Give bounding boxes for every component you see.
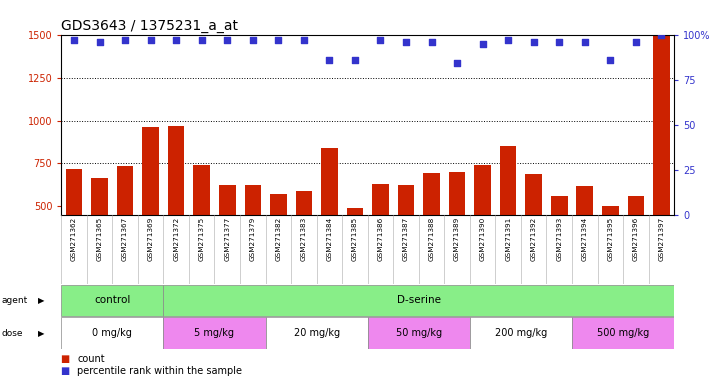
Bar bbox=[270, 194, 287, 292]
Text: 50 mg/kg: 50 mg/kg bbox=[396, 328, 442, 338]
Point bbox=[94, 39, 105, 45]
Point bbox=[451, 60, 463, 66]
Text: GSM271383: GSM271383 bbox=[301, 217, 307, 261]
Point bbox=[196, 37, 208, 43]
Point bbox=[579, 39, 590, 45]
Bar bbox=[577, 186, 593, 292]
Point bbox=[221, 37, 233, 43]
Text: ■: ■ bbox=[61, 354, 74, 364]
Text: GSM271396: GSM271396 bbox=[633, 217, 639, 261]
Bar bbox=[193, 165, 210, 292]
Text: count: count bbox=[77, 354, 105, 364]
Bar bbox=[627, 196, 644, 292]
Bar bbox=[244, 185, 261, 292]
Point bbox=[426, 39, 438, 45]
Bar bbox=[602, 207, 619, 292]
Bar bbox=[321, 148, 337, 292]
Bar bbox=[448, 172, 465, 292]
Bar bbox=[61, 318, 164, 349]
Text: GSM271375: GSM271375 bbox=[199, 217, 205, 261]
Bar bbox=[474, 165, 491, 292]
Bar bbox=[500, 146, 516, 292]
Text: GSM271362: GSM271362 bbox=[71, 217, 77, 261]
Text: GSM271367: GSM271367 bbox=[122, 217, 128, 261]
Point bbox=[349, 57, 360, 63]
Point bbox=[298, 37, 309, 43]
Point bbox=[170, 37, 182, 43]
Text: ▶: ▶ bbox=[37, 296, 44, 305]
Bar bbox=[470, 318, 572, 349]
Bar bbox=[551, 196, 567, 292]
Bar bbox=[296, 191, 312, 292]
Bar bbox=[66, 169, 82, 292]
Text: GSM271387: GSM271387 bbox=[403, 217, 409, 261]
Text: GSM271397: GSM271397 bbox=[658, 217, 664, 261]
Point bbox=[630, 39, 642, 45]
Bar bbox=[265, 318, 368, 349]
Bar bbox=[347, 208, 363, 292]
Bar bbox=[372, 184, 389, 292]
Text: GSM271389: GSM271389 bbox=[454, 217, 460, 261]
Text: control: control bbox=[94, 295, 131, 306]
Point bbox=[503, 37, 514, 43]
Text: percentile rank within the sample: percentile rank within the sample bbox=[77, 366, 242, 376]
Point bbox=[247, 37, 259, 43]
Point bbox=[477, 41, 488, 47]
Bar bbox=[142, 127, 159, 292]
Text: D-serine: D-serine bbox=[397, 295, 441, 306]
Text: GSM271388: GSM271388 bbox=[428, 217, 435, 261]
Text: 500 mg/kg: 500 mg/kg bbox=[597, 328, 649, 338]
Text: agent: agent bbox=[1, 296, 27, 305]
Bar bbox=[117, 166, 133, 292]
Bar bbox=[572, 318, 674, 349]
Bar bbox=[219, 185, 236, 292]
Text: GSM271393: GSM271393 bbox=[556, 217, 562, 261]
Bar bbox=[164, 318, 265, 349]
Text: GSM271395: GSM271395 bbox=[607, 217, 614, 261]
Text: GSM271369: GSM271369 bbox=[148, 217, 154, 261]
Point bbox=[120, 37, 131, 43]
Point bbox=[273, 37, 284, 43]
Text: GSM271394: GSM271394 bbox=[582, 217, 588, 261]
Bar bbox=[398, 185, 415, 292]
Text: GSM271365: GSM271365 bbox=[97, 217, 102, 261]
Text: ■: ■ bbox=[61, 366, 74, 376]
Text: GDS3643 / 1375231_a_at: GDS3643 / 1375231_a_at bbox=[61, 19, 238, 33]
Text: GSM271382: GSM271382 bbox=[275, 217, 281, 261]
Text: 5 mg/kg: 5 mg/kg bbox=[195, 328, 234, 338]
Point bbox=[145, 37, 156, 43]
Text: GSM271390: GSM271390 bbox=[479, 217, 486, 261]
Text: GSM271377: GSM271377 bbox=[224, 217, 230, 261]
Text: ▶: ▶ bbox=[37, 329, 44, 338]
Text: GSM271392: GSM271392 bbox=[531, 217, 536, 261]
Bar bbox=[164, 285, 674, 316]
Point bbox=[375, 37, 386, 43]
Text: GSM271391: GSM271391 bbox=[505, 217, 511, 261]
Bar bbox=[653, 36, 670, 292]
Bar bbox=[92, 178, 108, 292]
Bar bbox=[423, 173, 440, 292]
Point bbox=[554, 39, 565, 45]
Bar bbox=[61, 285, 164, 316]
Point bbox=[528, 39, 539, 45]
Text: dose: dose bbox=[1, 329, 23, 338]
Text: GSM271372: GSM271372 bbox=[173, 217, 180, 261]
Text: GSM271384: GSM271384 bbox=[327, 217, 332, 261]
Text: GSM271385: GSM271385 bbox=[352, 217, 358, 261]
Point bbox=[68, 37, 80, 43]
Text: 200 mg/kg: 200 mg/kg bbox=[495, 328, 547, 338]
Text: 20 mg/kg: 20 mg/kg bbox=[293, 328, 340, 338]
Text: 0 mg/kg: 0 mg/kg bbox=[92, 328, 132, 338]
Bar bbox=[368, 318, 470, 349]
Text: GSM271379: GSM271379 bbox=[249, 217, 256, 261]
Bar bbox=[168, 126, 185, 292]
Bar bbox=[526, 174, 542, 292]
Point bbox=[324, 57, 335, 63]
Point bbox=[400, 39, 412, 45]
Point bbox=[655, 31, 667, 38]
Point bbox=[604, 57, 616, 63]
Text: GSM271386: GSM271386 bbox=[378, 217, 384, 261]
